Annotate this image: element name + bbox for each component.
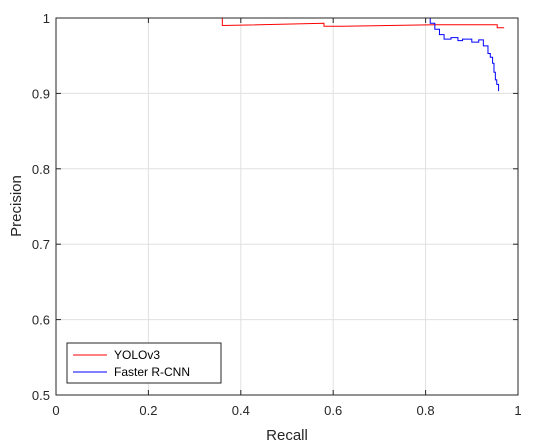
- series-line-yolov3: [56, 17, 505, 29]
- axis-ticks: [55, 17, 519, 396]
- x-tick-label: 0.8: [417, 403, 435, 418]
- y-tick-label: 0.7: [32, 237, 50, 252]
- tick-labels: 0 0.2 0.4 0.6 0.8 1 0.5 0.6 0.7 0.8 0.9 1: [32, 11, 522, 418]
- x-tick-label: 1: [514, 403, 521, 418]
- x-tick-label: 0.6: [324, 403, 342, 418]
- y-tick-label: 0.9: [32, 86, 50, 101]
- y-tick-label: 0.5: [32, 388, 50, 403]
- y-tick-label: 1: [43, 11, 50, 26]
- y-axis-label: Precision: [8, 175, 25, 237]
- legend-label-yolov3: YOLOv3: [114, 348, 160, 362]
- x-tick-label: 0.4: [232, 403, 250, 418]
- x-tick-label: 0: [52, 403, 59, 418]
- x-tick-label: 0.2: [139, 403, 157, 418]
- legend-box: [66, 342, 222, 384]
- series-lines: [56, 17, 505, 92]
- plot-background: [56, 18, 518, 395]
- series-line-faster-r-cnn: [56, 17, 500, 92]
- legend-label-faster-rcnn: Faster R-CNN: [114, 365, 190, 379]
- y-tick-label: 0.6: [32, 313, 50, 328]
- y-tick-label: 0.8: [32, 162, 50, 177]
- legend: YOLOv3 Faster R-CNN: [66, 342, 222, 384]
- x-axis-label: Recall: [266, 427, 308, 444]
- plot-frame: [55, 17, 519, 396]
